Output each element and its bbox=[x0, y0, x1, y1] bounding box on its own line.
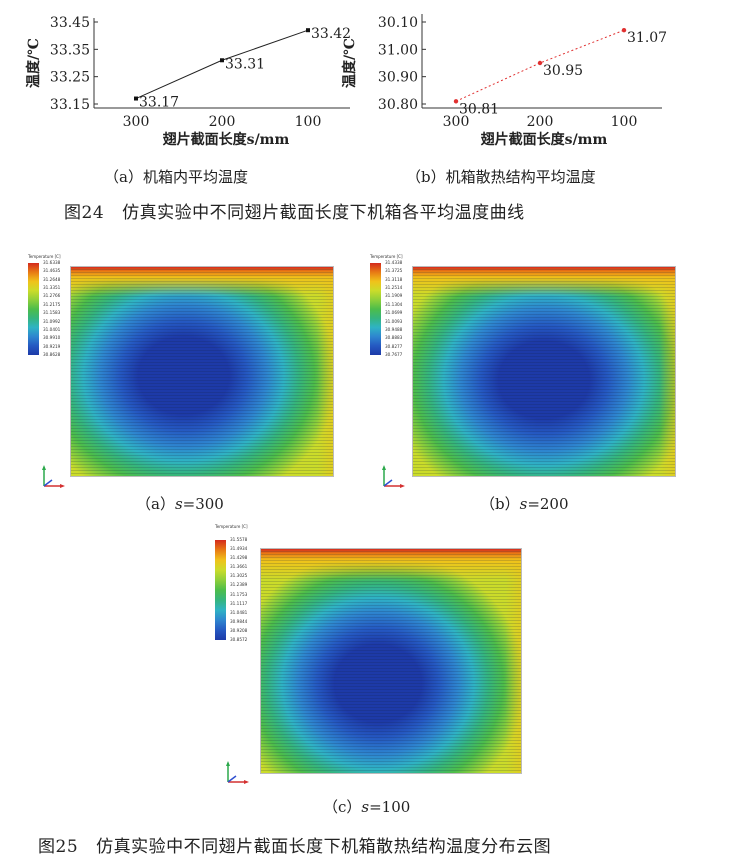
legend-title: Temperature [C] bbox=[370, 254, 403, 259]
fin-lines bbox=[261, 549, 521, 773]
y-tick-label: 33.25 bbox=[50, 70, 90, 86]
colorbar-value-label: 30.8572 bbox=[230, 637, 248, 642]
colorbar-value-label: 31.1304 bbox=[385, 301, 403, 307]
colorbar-value-label: 31.4338 bbox=[385, 260, 403, 265]
colorbar-value-label: 31.2766 bbox=[43, 293, 61, 299]
colorbar-value-label: 31.2648 bbox=[43, 276, 61, 282]
axis-triad-icon bbox=[42, 465, 65, 488]
x-tick-label: 300 bbox=[123, 114, 150, 130]
colorbar-value-label: 31.1909 bbox=[385, 293, 403, 299]
colorbar-value-label: 31.3661 bbox=[230, 564, 248, 570]
subfigure-caption-a: （a）机箱内平均温度 bbox=[104, 168, 248, 186]
series-line bbox=[455, 29, 625, 102]
axis-triad-icon bbox=[382, 465, 405, 488]
colorbar-value-label: 31.4298 bbox=[230, 555, 248, 561]
colorbar-value-label: 31.0093 bbox=[385, 318, 403, 324]
series-line bbox=[135, 29, 309, 99]
colorbar-value-label: 30.9910 bbox=[43, 335, 61, 341]
colorbar-value-label: 30.8277 bbox=[385, 343, 403, 349]
axis-triad-icon bbox=[226, 761, 249, 784]
colorbar-value-label: 31.4934 bbox=[230, 546, 248, 552]
legend-title: Temperature [C] bbox=[28, 254, 61, 259]
colorbar bbox=[28, 263, 39, 355]
data-point bbox=[621, 28, 627, 33]
colorbar-value-label: 31.0481 bbox=[230, 609, 248, 615]
data-label: 30.95 bbox=[543, 63, 583, 79]
data-point bbox=[453, 99, 459, 104]
data-label: 33.17 bbox=[139, 95, 179, 111]
colorbar-value-label: 31.6338 bbox=[43, 260, 61, 265]
colorbar-value-label: 31.3025 bbox=[230, 573, 248, 579]
colorbar-value-label: 30.9844 bbox=[230, 618, 248, 624]
colorbar-value-label: 31.3725 bbox=[385, 268, 403, 274]
colorbar-value-label: 31.0401 bbox=[43, 326, 61, 332]
figure-24-title: 仿真实验中不同翅片截面长度下机箱各平均温度曲线 bbox=[122, 203, 525, 223]
chart-average-temperature-inside-chassis: 33.45 33.35 33.25 33.15 300 200 100 33.17 33.31 3… bbox=[25, 15, 351, 148]
subfigure-caption-s300: （a）s=300 bbox=[136, 495, 224, 513]
temperature-contour-plot bbox=[260, 548, 522, 774]
y-tick-label: 30.10 bbox=[378, 15, 418, 31]
colorbar-value-label: 31.1583 bbox=[43, 310, 61, 316]
y-tick-label: 31.00 bbox=[378, 42, 418, 58]
y-tick-label: 33.45 bbox=[50, 15, 90, 31]
figure-24-number: 图24 bbox=[64, 203, 105, 223]
colorbar-value-label: 30.9488 bbox=[385, 326, 403, 332]
data-point bbox=[220, 58, 224, 63]
chart-average-temperature-heat-sink: 30.10 31.00 30.90 30.80 300 200 100 30.81 30.95 3… bbox=[341, 14, 667, 148]
figure-25-caption: 图25 仿真实验中不同翅片截面长度下机箱散热结构温度分布云图 bbox=[38, 832, 551, 857]
data-point bbox=[134, 96, 138, 101]
temperature-contour-plot bbox=[70, 266, 334, 477]
y-tick-label: 33.15 bbox=[50, 97, 90, 113]
x-axis-title: 翅片截面长度s/mm bbox=[162, 131, 290, 148]
y-tick-label: 33.35 bbox=[50, 42, 90, 58]
colorbar-value-label: 30.7677 bbox=[385, 352, 403, 357]
data-point bbox=[306, 28, 310, 33]
subfigure-caption-s100: （c）s=100 bbox=[323, 798, 411, 816]
colorbar-value-label: 31.0699 bbox=[385, 310, 403, 316]
y-tick-label: 30.90 bbox=[378, 70, 418, 86]
data-label: 33.31 bbox=[225, 56, 265, 72]
x-tick-label: 100 bbox=[611, 114, 638, 130]
x-tick-label: 200 bbox=[527, 114, 554, 130]
subfigure-caption-s200: （b）s=200 bbox=[480, 495, 569, 513]
y-axis-title: 温度/℃ bbox=[341, 38, 358, 88]
colorbar bbox=[215, 540, 226, 640]
colorbar-value-label: 31.4635 bbox=[43, 268, 61, 274]
colorbar-value-label: 31.2514 bbox=[385, 285, 403, 291]
data-point bbox=[537, 60, 543, 66]
colorbar bbox=[370, 263, 381, 355]
figure-25-number: 图25 bbox=[38, 837, 79, 857]
y-tick-label: 30.80 bbox=[378, 97, 418, 113]
fin-lines bbox=[413, 267, 675, 476]
colorbar-value-label: 30.8883 bbox=[385, 335, 403, 341]
temperature-contour-plot bbox=[412, 266, 676, 477]
x-axis-title: 翅片截面长度s/mm bbox=[480, 131, 608, 148]
x-tick-label: 100 bbox=[295, 114, 322, 130]
figure-25-title: 仿真实验中不同翅片截面长度下机箱散热结构温度分布云图 bbox=[96, 837, 552, 857]
colorbar-value-label: 31.3118 bbox=[385, 276, 403, 282]
data-label: 30.81 bbox=[459, 101, 499, 117]
data-label: 31.07 bbox=[627, 30, 667, 46]
x-tick-label: 300 bbox=[443, 114, 470, 130]
x-tick-label: 200 bbox=[209, 114, 236, 130]
fin-lines bbox=[71, 267, 333, 476]
data-label: 33.42 bbox=[311, 26, 351, 42]
colorbar-value-label: 31.2175 bbox=[43, 301, 61, 307]
colorbar-value-label: 31.2389 bbox=[230, 582, 248, 588]
colorbar-value-label: 30.9208 bbox=[230, 627, 248, 633]
y-axis-title: 温度/℃ bbox=[25, 38, 42, 88]
colorbar-value-label: 31.5578 bbox=[230, 537, 248, 542]
figure-24-caption: 图24 仿真实验中不同翅片截面长度下机箱各平均温度曲线 bbox=[64, 198, 525, 223]
colorbar-value-label: 31.0992 bbox=[43, 318, 61, 324]
subfigure-caption-b: （b）机箱散热结构平均温度 bbox=[406, 168, 596, 186]
colorbar-value-label: 31.1117 bbox=[230, 600, 248, 606]
colorbar-value-label: 30.9219 bbox=[43, 343, 61, 349]
colorbar-value-label: 31.1753 bbox=[230, 591, 248, 597]
colorbar-value-label: 31.3351 bbox=[43, 285, 61, 291]
legend-title: Temperature [C] bbox=[215, 524, 248, 529]
colorbar-value-label: 30.8628 bbox=[43, 352, 61, 357]
